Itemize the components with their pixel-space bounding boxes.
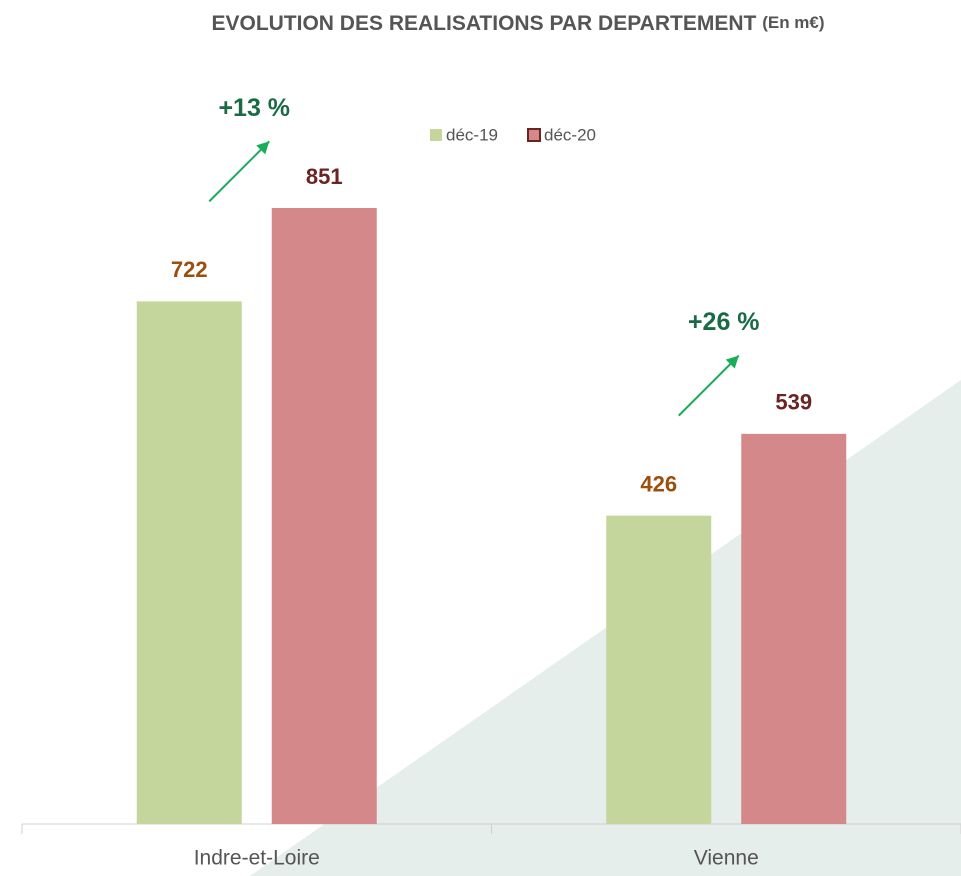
legend-label: déc-20 — [544, 125, 596, 144]
bar — [606, 515, 712, 824]
data-label: 539 — [775, 390, 812, 415]
bar — [741, 433, 847, 824]
title-main: EVOLUTION DES REALISATIONS PAR DEPARTEME… — [211, 12, 756, 35]
growth-annotation: +13 % — [218, 94, 290, 122]
bar — [136, 301, 242, 824]
title-unit: (En m€) — [762, 13, 824, 32]
x-tick-label: Indre-et-Loire — [194, 847, 320, 870]
legend-label: déc-19 — [446, 125, 498, 144]
data-label: 851 — [306, 164, 343, 189]
data-label: 722 — [171, 257, 208, 282]
x-tick-label: Vienne — [694, 847, 759, 870]
growth-annotation: +26 % — [688, 308, 760, 336]
growth-arrow — [678, 354, 740, 417]
bar — [271, 208, 377, 824]
arrow-head — [725, 355, 739, 369]
chart-title: EVOLUTION DES REALISATIONS PAR DEPARTEME… — [211, 12, 824, 35]
legend-swatch — [527, 128, 541, 142]
legend-swatch — [430, 129, 442, 141]
growth-arrow — [208, 140, 270, 203]
data-label: 426 — [640, 471, 677, 496]
arrow-head — [256, 141, 270, 155]
